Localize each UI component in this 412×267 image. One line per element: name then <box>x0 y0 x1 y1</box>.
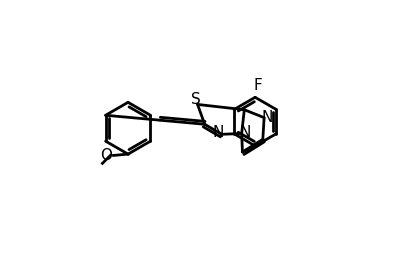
Text: F: F <box>253 78 262 93</box>
Text: N: N <box>262 110 273 125</box>
Text: O: O <box>100 148 112 163</box>
Text: N: N <box>212 125 224 140</box>
Text: S: S <box>191 92 201 107</box>
Text: N: N <box>240 125 251 140</box>
